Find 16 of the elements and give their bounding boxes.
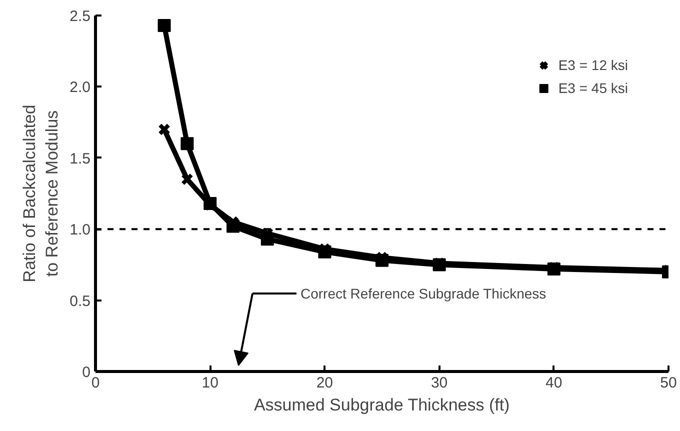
x-tick-label: 50: [660, 374, 677, 392]
x-axis-title: Assumed Subgrade Thickness (ft): [254, 396, 510, 414]
x-tick-label: 10: [202, 374, 218, 392]
x-tick-label: 20: [316, 374, 334, 392]
legend-label: E3 = 45 ksi: [558, 80, 628, 96]
y-tick-label: 2.5: [70, 8, 91, 25]
legend-label: E3 = 12 ksi: [558, 57, 628, 73]
annotation: Correct Reference Subgrade Thickness: [300, 286, 546, 302]
y-tick-label: 1.5: [70, 150, 91, 168]
y-tick-label: 2.0: [70, 79, 91, 96]
x-tick-label: 30: [430, 374, 448, 392]
y-tick-label: 0: [82, 364, 90, 381]
x-tick-label: 40: [546, 374, 562, 392]
y-tick-label: 1.0: [70, 222, 91, 239]
y-tick-label: 0.5: [70, 292, 91, 310]
y-axis-title: Ratio of Backcalculated to Reference Modulus: [20, 104, 62, 282]
